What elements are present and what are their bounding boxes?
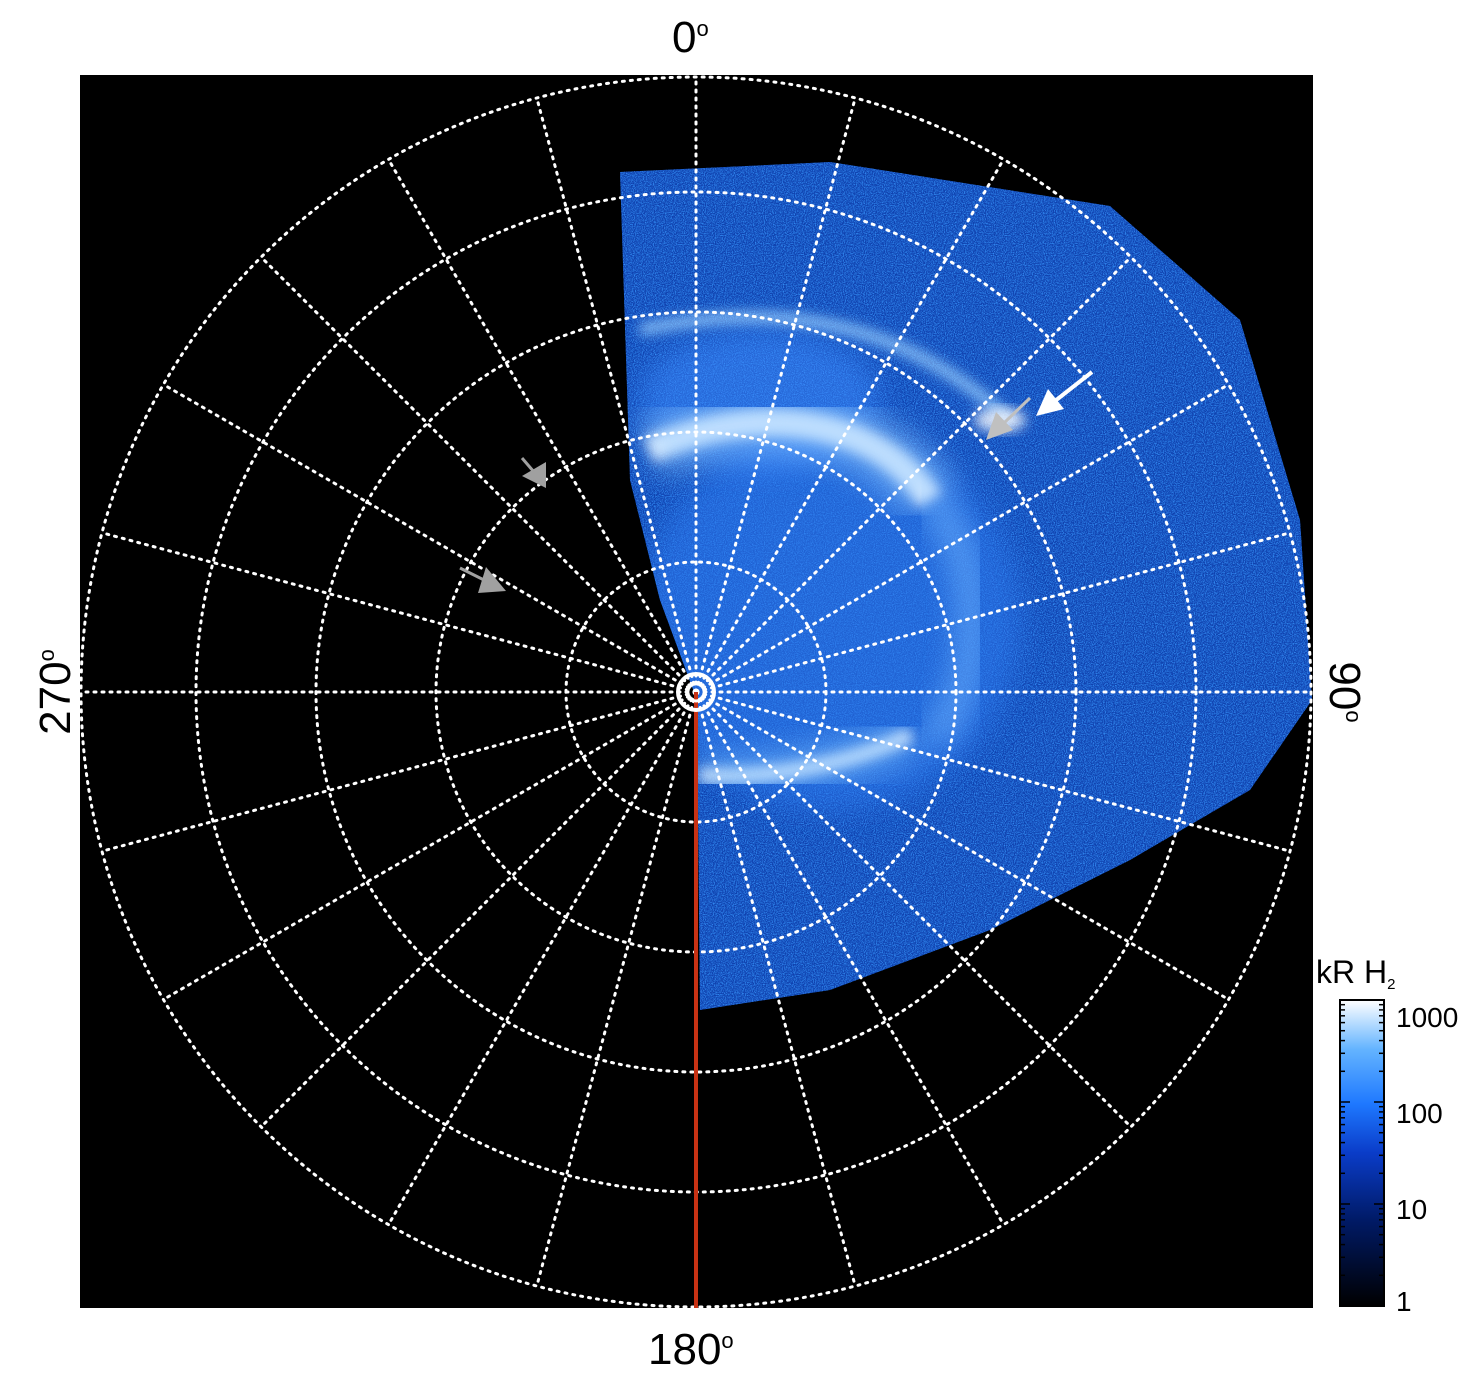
angle-label-0: 0o: [672, 13, 709, 62]
grid-meridian: [161, 383, 698, 694]
grid-meridian: [694, 690, 1292, 853]
grid-meridian: [259, 255, 698, 694]
grid-meridian: [535, 96, 698, 694]
grid-meridian: [100, 531, 698, 694]
colorbar-tick-label-100: 100: [1396, 1098, 1443, 1129]
grid-meridian: [694, 690, 1005, 1227]
colorbar-tick-label-1000: 1000: [1396, 1002, 1459, 1033]
observed-region: [620, 162, 1312, 1010]
grid-meridian: [694, 690, 857, 1288]
grid-meridian: [694, 690, 1133, 1129]
grid-meridian: [694, 255, 1133, 694]
arrow-grey-1-icon: [986, 396, 1032, 440]
pole-marker: [676, 672, 716, 712]
arrow-grey-3-icon: [459, 566, 506, 593]
colorbar-tick-label-10: 10: [1396, 1194, 1428, 1225]
grid-meridian: [694, 531, 1292, 694]
arrow-grey-2-icon: [520, 457, 546, 488]
colorbar: [1339, 999, 1385, 1307]
angle-label-180: 180o: [648, 1325, 734, 1374]
colorbar-title: kR H2: [1316, 954, 1396, 993]
grid-meridian: [694, 157, 1005, 694]
grid-meridian: [161, 690, 698, 1001]
arrow-white-1-icon: [1036, 370, 1094, 416]
angle-label-90: 90o: [1320, 661, 1369, 723]
grid-meridian: [535, 690, 698, 1288]
grid-meridian: [387, 690, 698, 1227]
angle-label-270: 270o: [31, 649, 80, 735]
grid-circle: [80, 75, 1313, 1308]
grid-meridian: [694, 383, 1231, 694]
grid-meridian: [694, 690, 1231, 1001]
colorbar-ticks: [1340, 1003, 1384, 1307]
grid-meridian: [259, 690, 698, 1129]
grid-meridian: [100, 690, 698, 853]
grid-meridian: [387, 157, 698, 694]
colorbar-tick-label-1: 1: [1396, 1286, 1412, 1317]
grid-circle: [314, 310, 1078, 1074]
grid-meridian: [694, 96, 857, 694]
